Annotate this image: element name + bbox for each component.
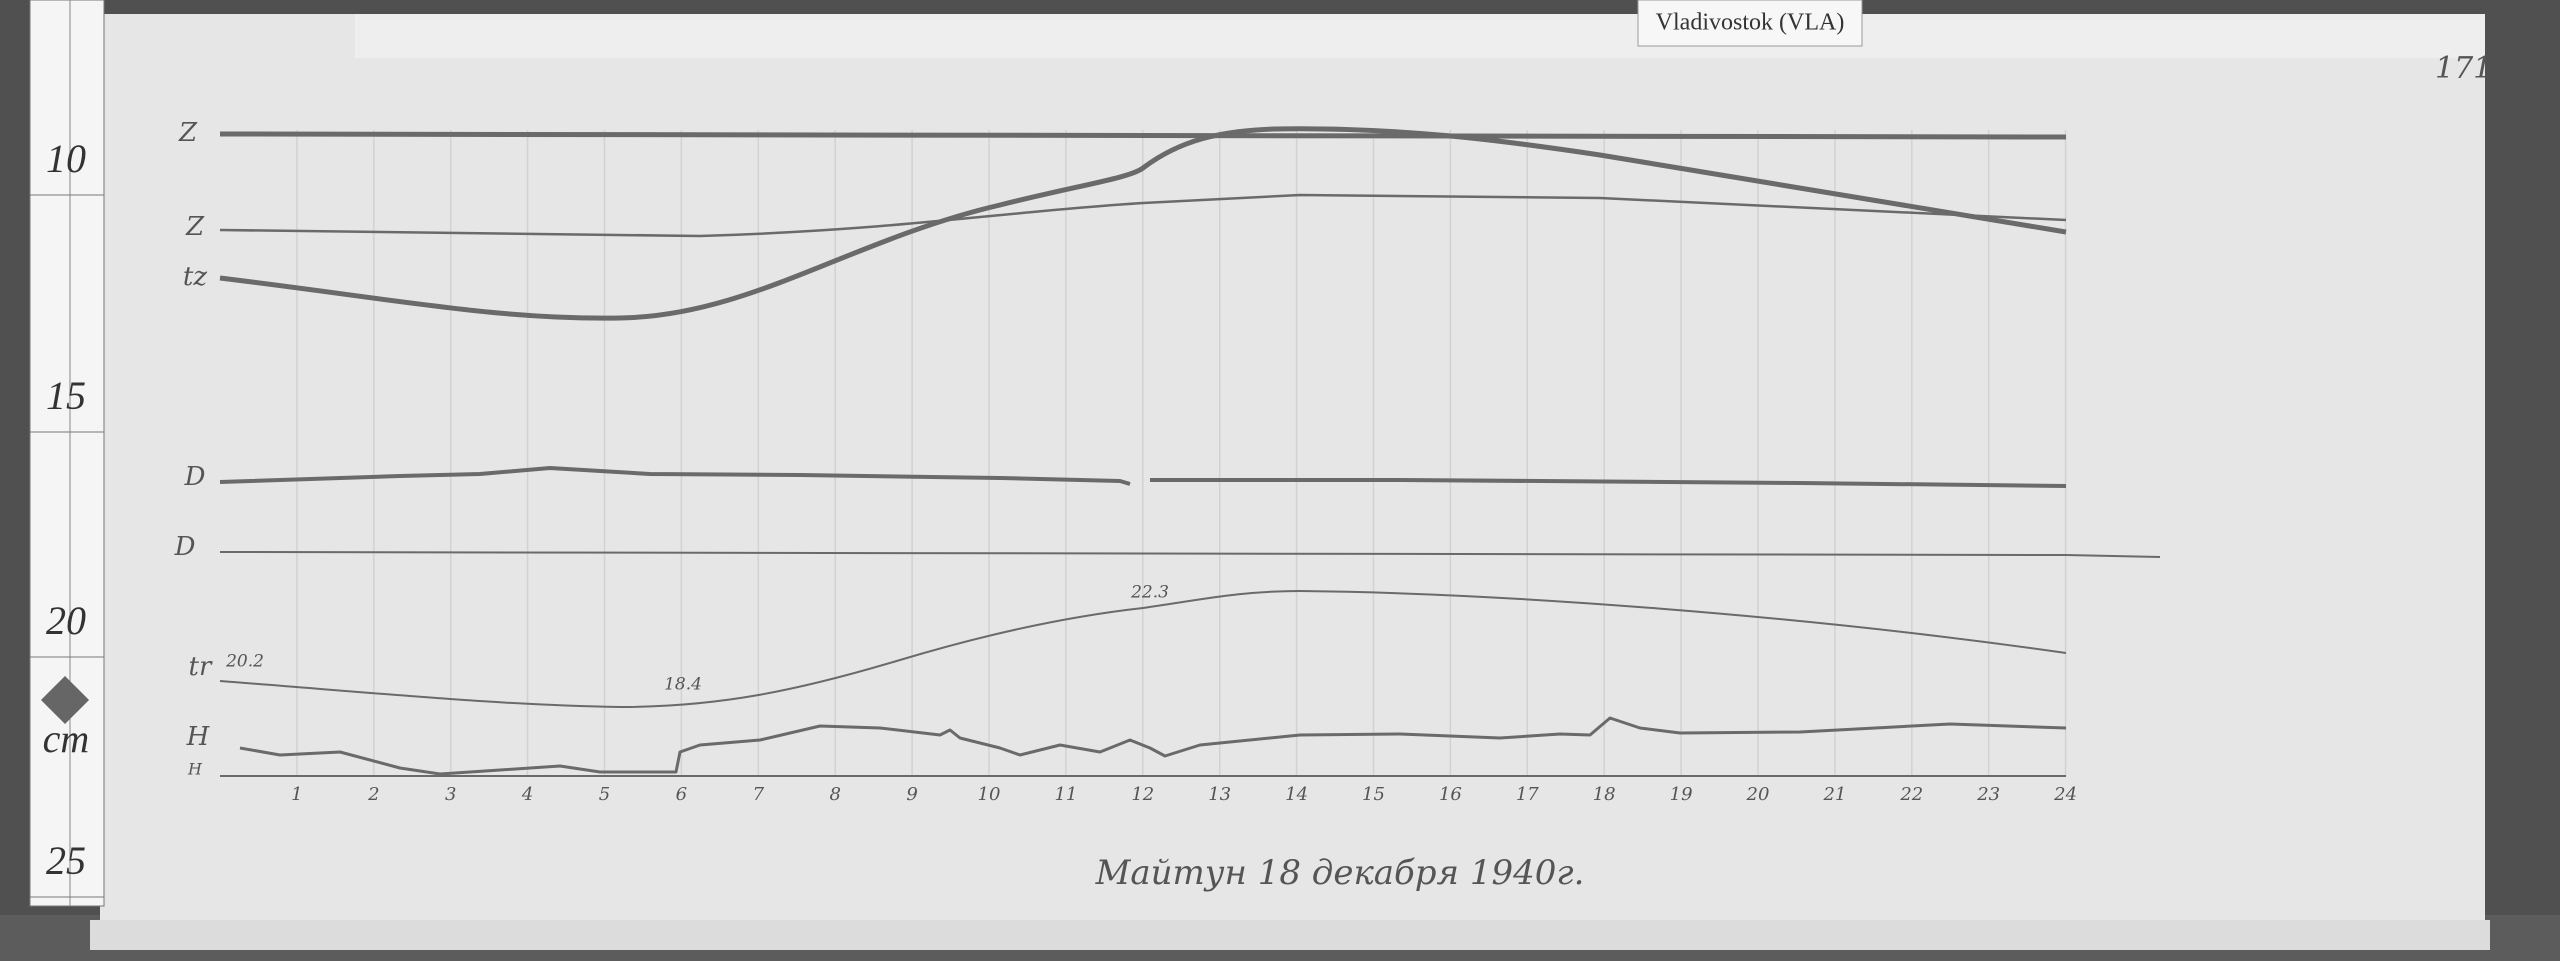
hour-label: 19 [1670,784,1693,805]
sheet-number: 171 [2435,51,2492,86]
hour-label: 18 [1593,784,1616,805]
station-tag [1637,0,1863,47]
trace-label: H [187,760,203,779]
hour-label: 2 [367,784,379,805]
ruler-mark: 10 [46,136,86,181]
hour-label: 22 [1899,784,1923,805]
paper-strip [355,14,2485,58]
paper [100,14,2485,939]
station-label: Vladivostok (VLA) [1656,10,1845,36]
hour-label: 11 [1054,784,1077,805]
ruler-mark: 15 [46,373,86,418]
trace-label: Z [178,118,198,148]
hour-label: 5 [599,784,610,805]
hour-label: 12 [1131,784,1154,805]
annotation: 20.2 [225,652,264,672]
trace-tr [219,590,2067,708]
hour-label: 1 [291,784,302,805]
ruler: 10 15 20 25 cm [29,0,105,907]
hour-label: 14 [1285,784,1308,805]
trace-d-baseline [219,551,2161,558]
hour-label: 3 [445,784,456,805]
hour-label: 13 [1208,784,1231,805]
hour-label: 7 [753,784,765,805]
hour-label: 21 [1822,784,1846,805]
trace-d [219,466,2067,488]
trace-label: H [186,722,211,752]
ruler-mark: 25 [46,838,86,883]
trace-label: tz [183,262,207,292]
hour-label: 6 [676,784,687,805]
annotation: 18.4 [664,675,702,695]
hour-label: 17 [1516,784,1539,805]
trace-label: D [174,532,196,562]
hour-label: 20 [1746,784,1770,805]
labels: Z Ztz D Dtr HH 20.2 18.4 22.3 [174,118,1169,779]
hour-label: 8 [829,784,840,805]
trace-label: Z [185,212,205,242]
trace-h [239,716,2067,776]
hour-label: 4 [521,784,533,805]
trace-label: D [184,462,206,492]
hour-label: 9 [906,784,917,805]
ruler-badge [40,675,90,725]
ruler-body [29,0,105,907]
caption: Майтун 18 декабря 1940г. [1095,853,1585,893]
hour-label: 10 [978,784,1001,805]
trace-tz [219,126,2067,321]
hour-label: 15 [1362,784,1385,805]
hour-label: 16 [1439,784,1462,805]
grid: 1 2 3 4 5 6 7 8 9 10 11 12 13 14 15 16 17 18 19 20 21 22 23 24 [291,130,2077,805]
hour-label: 23 [1976,784,2000,805]
trace-label: tr [189,652,213,682]
hour-label: 24 [2053,784,2077,805]
trace-z-baseline [219,131,2067,140]
trace-z [219,193,2067,238]
annotation: 22.3 [1130,583,1169,603]
paper-edge [90,920,2490,950]
ruler-mark: 20 [46,598,86,643]
ruler-unit: cm [43,716,90,761]
